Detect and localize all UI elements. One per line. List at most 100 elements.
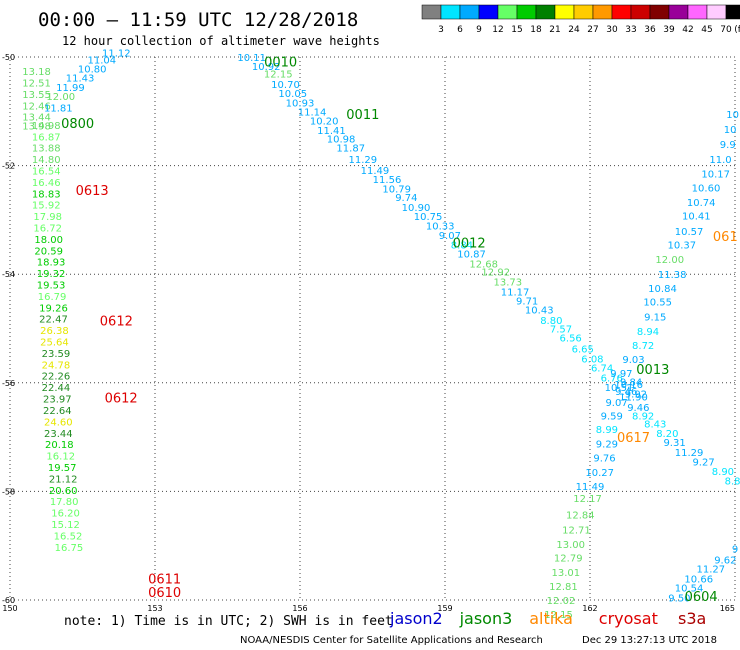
y-tick-label: -58	[2, 487, 15, 496]
wave-height-value: 6.65	[572, 345, 594, 356]
wave-height-value: 9.97	[610, 369, 632, 380]
wave-height-value: 9.31	[663, 438, 685, 449]
wave-height-value: 16.75	[55, 543, 84, 554]
wave-height-value: 18.00	[34, 235, 63, 246]
wave-height-value: 13.00	[556, 540, 585, 551]
wave-height-value: 16.12	[46, 452, 75, 463]
wave-height-value: 17.98	[33, 212, 62, 223]
wave-height-value: 10.33	[426, 221, 455, 232]
colorbar-label: 15	[511, 25, 522, 35]
chart-subtitle: 12 hour collection of altimeter wave hei…	[62, 34, 380, 48]
wave-height-value: 9.07	[605, 398, 627, 409]
wave-height-value: 10.84	[648, 284, 677, 295]
x-tick-label: 156	[292, 604, 307, 613]
wave-height-value: 10.74	[687, 198, 716, 209]
wave-height-value: 25.64	[40, 338, 69, 349]
wave-height-value: 16.54	[32, 166, 61, 177]
wave-height-value: 13.88	[32, 144, 61, 155]
wave-height-value: 9.84	[620, 378, 642, 389]
wave-height-value: 9.15	[644, 313, 666, 324]
colorbar-swatch	[478, 4, 499, 20]
pass-time-label: 0011	[346, 108, 379, 123]
wave-height-value: 9	[732, 544, 738, 555]
colorbar-swatch	[668, 4, 689, 20]
wave-height-value: 16.72	[33, 224, 62, 235]
wave-height-value: 19.57	[48, 463, 77, 474]
wave-height-value: 10.17	[701, 170, 730, 181]
y-tick-label: -60	[2, 596, 15, 605]
wave-height-value: 12.68	[469, 259, 498, 270]
wave-height-value: 16.52	[54, 531, 83, 542]
wave-height-value: 19.32	[37, 269, 66, 280]
wave-height-value: 6.56	[560, 334, 582, 345]
wave-height-value: 10.93	[286, 99, 315, 110]
wave-height-value: 12.17	[573, 494, 602, 505]
colorbar-swatch	[440, 4, 461, 20]
wave-height-value: 9.03	[622, 355, 644, 366]
map-grid	[9, 56, 736, 601]
colorbar-swatch	[630, 4, 651, 20]
satellite-legend-s3a: s3a	[678, 609, 706, 628]
colorbar-swatch	[421, 4, 442, 20]
colorbar-label: 42	[682, 25, 693, 35]
wave-height-value: 18.93	[37, 258, 66, 269]
y-tick-label: -52	[2, 162, 15, 171]
wave-height-value: 9.9	[720, 140, 736, 151]
wave-height-value: 10.37	[668, 240, 697, 251]
y-tick-label: -56	[2, 379, 15, 388]
pass-time-label: 0010	[264, 55, 297, 70]
colorbar-swatch	[516, 4, 537, 20]
wave-height-value: 12.00	[46, 92, 75, 103]
wave-height-value: 6.08	[581, 354, 603, 365]
wave-height-value: 23.59	[42, 349, 71, 360]
wave-height-value: 20.60	[49, 486, 78, 497]
wave-height-value: 16.87	[32, 132, 61, 143]
pass-time-label: 0013	[636, 363, 669, 378]
colorbar-swatch	[706, 4, 727, 20]
wave-height-value: 26.38	[40, 326, 69, 337]
colorbar-swatch	[554, 4, 575, 20]
colorbar-swatch	[497, 4, 518, 20]
axis-ticks: 150 153 156 159 162 165 -50 -52 -54 -56 -58 -60	[2, 53, 735, 613]
wave-height-value: 9.46	[627, 403, 649, 414]
colorbar-label: 9	[476, 25, 482, 35]
wave-height-value: 8.99	[596, 425, 618, 436]
wave-height-value: 15.12	[51, 520, 80, 531]
wave-height-value: 10.43	[525, 305, 554, 316]
colorbar-label: 36	[644, 25, 656, 35]
colorbar-swatch	[649, 4, 670, 20]
pass-time-label: 0012	[453, 237, 486, 252]
wave-height-value: 12.15	[264, 69, 293, 80]
satellite-legend-cryosat: cryosat	[599, 609, 658, 628]
colorbar-swatch	[687, 4, 708, 20]
wave-height-value: 11.29	[349, 155, 378, 166]
colorbar-label: 33	[625, 25, 636, 35]
wave-height-value: 9.76	[593, 454, 615, 465]
wave-height-value: 10.41	[682, 212, 711, 223]
wave-height-value: 10.27	[585, 468, 614, 479]
wave-height-value: 13.18	[22, 67, 51, 78]
wave-height-value: 11.99	[56, 83, 85, 94]
wave-height-value: 10.57	[675, 227, 704, 238]
pass-time-label: 0612	[105, 391, 138, 406]
colorbar-label: 18	[530, 25, 542, 35]
wave-height-value: 11.49	[361, 166, 390, 177]
wave-height-value: 7.57	[550, 325, 572, 336]
wave-height-value: 10.79	[382, 184, 411, 195]
wave-height-value: 10.51	[605, 383, 634, 394]
wave-height-value: 10.87	[457, 250, 486, 261]
wave-height-value: 8.90	[712, 467, 734, 478]
pass-time-label: 0800	[61, 117, 94, 132]
wave-height-value: 8.20	[656, 429, 678, 440]
wave-height-value: 10.16	[614, 380, 643, 391]
wave-height-value: 23.97	[43, 395, 72, 406]
chart-title: 00:00 – 11:59 UTC 12/28/2018	[38, 9, 358, 31]
wave-height-value: 23.44	[44, 429, 73, 440]
wave-height-value: 9.29	[596, 440, 618, 451]
pass-time-label: 061	[713, 230, 738, 245]
wave-height-value: 22.44	[42, 383, 71, 394]
wave-height-value: 14.98	[32, 121, 61, 132]
colorbar-label: 21	[549, 25, 560, 35]
pass-time-label: 0610	[148, 586, 181, 601]
